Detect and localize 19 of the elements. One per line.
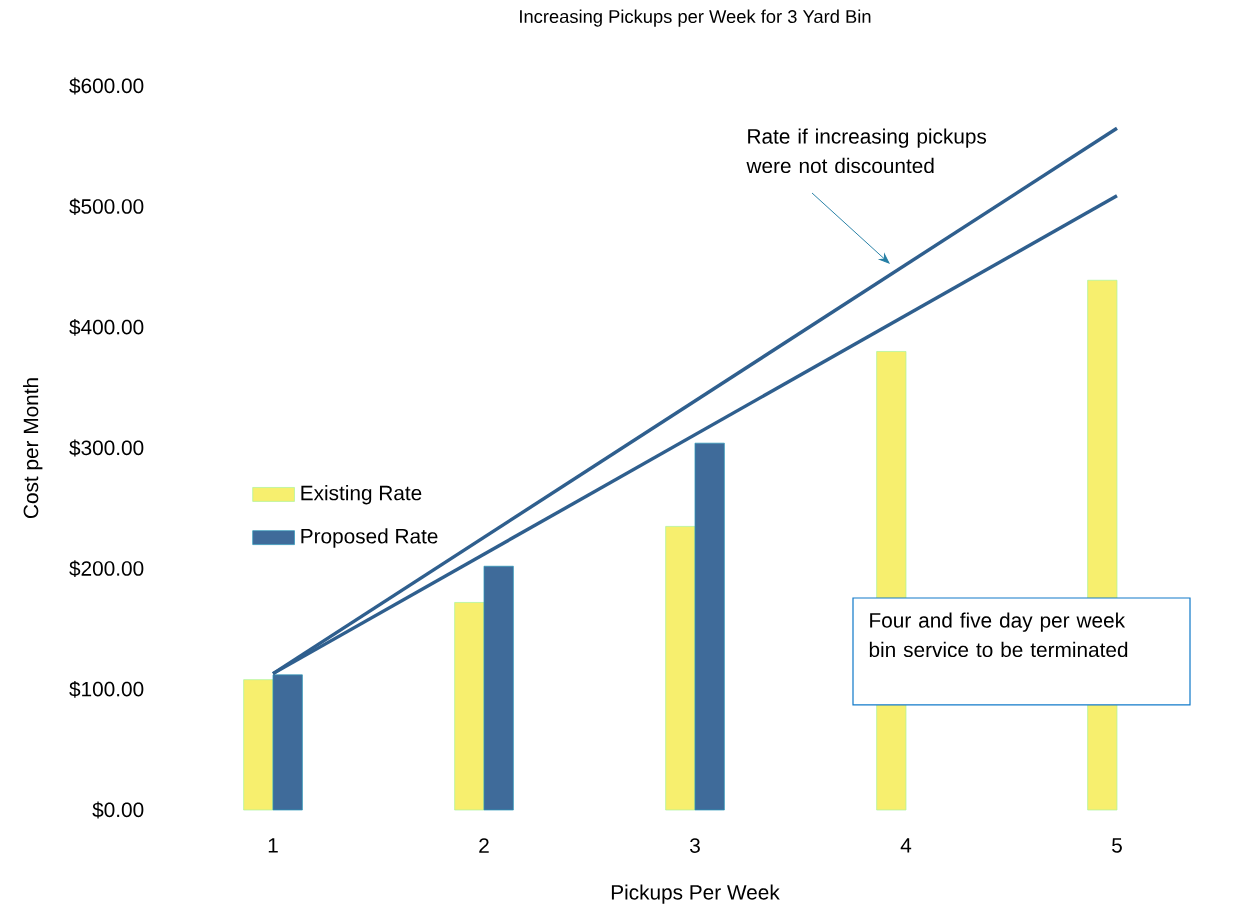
y-tick-label: $300.00 bbox=[69, 439, 144, 457]
y-tick-label: $400.00 bbox=[69, 318, 144, 336]
annotation: Four and five day per week bin service to be terminated bbox=[869, 612, 1128, 658]
annotation: Rate if increasing pickups were not discounted bbox=[746, 128, 987, 174]
y-tick-label: $500.00 bbox=[69, 198, 144, 216]
x-tick-label: 5 bbox=[1112, 838, 1122, 853]
y-tick-label: $0.00 bbox=[92, 801, 144, 819]
x-axis-title: Pickups Per Week bbox=[611, 884, 780, 904]
x-tick-label: 3 bbox=[690, 838, 700, 853]
y-tick-label: $100.00 bbox=[69, 680, 144, 698]
y-axis-title: Cost per Month bbox=[23, 378, 43, 518]
chart-title: Increasing Pickups per Week for 3 Yard Bin bbox=[520, 9, 871, 27]
y-tick-label: $600.00 bbox=[69, 77, 144, 95]
x-tick-label: 2 bbox=[479, 838, 489, 853]
legend-label: Existing Rate bbox=[301, 485, 422, 505]
x-tick-label: 4 bbox=[900, 838, 912, 853]
y-tick-label: $200.00 bbox=[69, 560, 144, 578]
legend-label: Proposed Rate bbox=[301, 528, 438, 548]
x-tick-label: 1 bbox=[268, 838, 278, 853]
